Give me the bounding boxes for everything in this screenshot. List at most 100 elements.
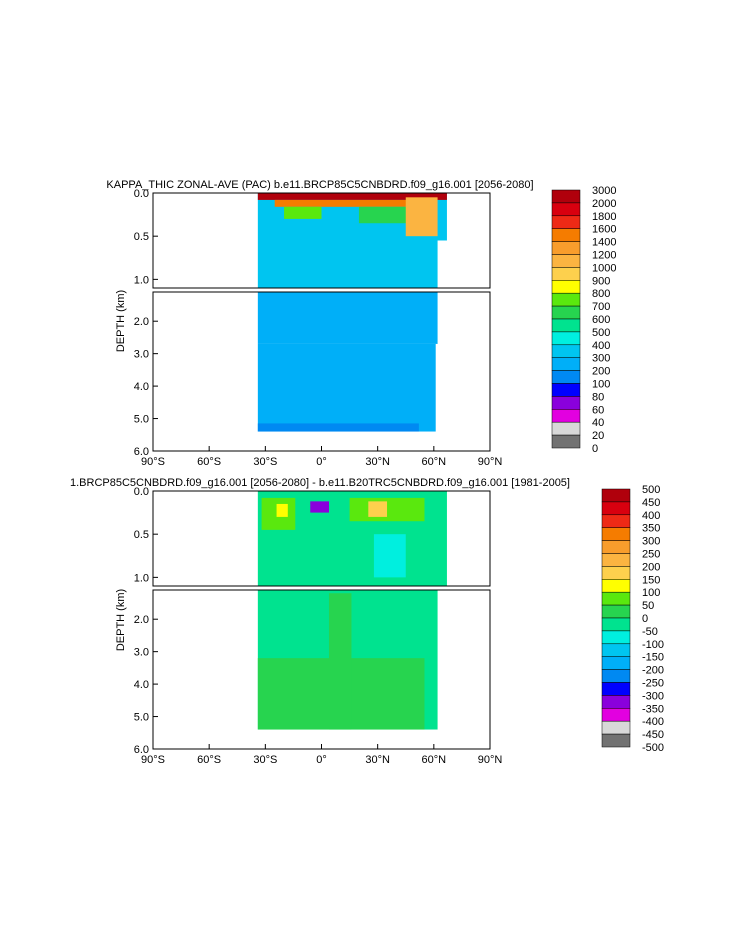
colorbar-label: 2000	[592, 198, 616, 210]
colorbar-label: -450	[642, 729, 664, 741]
panel-1-heatmap	[257, 193, 447, 432]
colorbar-label: 3000	[592, 185, 616, 197]
colorbar-label: 500	[592, 327, 610, 339]
colorbar-label: 400	[592, 340, 610, 352]
colorbar-label: 60	[592, 404, 604, 416]
colorbar-swatch	[551, 305, 581, 320]
x-tick-label: 90°N	[478, 754, 503, 766]
heatmap-cell	[328, 593, 352, 730]
y-tick-label: 6.0	[134, 446, 149, 458]
colorbar-swatch	[551, 215, 581, 229]
x-tick-label: 30°S	[253, 456, 277, 468]
colorbar-label: 900	[592, 275, 610, 287]
panel-2-axes: 90°S 60°S 30°S 0° 30°N 60°N 90°N 0.0 0.5 1.0 2.0 3.…	[134, 486, 503, 766]
y-tick-label: 4.0	[134, 679, 149, 691]
x-tick-label: 30°N	[365, 754, 390, 766]
colorbar-swatch	[551, 280, 581, 294]
y-tick-label: 3.0	[134, 349, 149, 361]
y-tick-label: 5.0	[134, 712, 149, 724]
colorbar-swatch	[551, 228, 581, 242]
x-tick-label: 60°S	[197, 754, 221, 766]
colorbar-label: -150	[642, 652, 664, 664]
colorbar-label: 1600	[592, 224, 616, 236]
x-tick-label: 90°S	[141, 754, 165, 766]
colorbar-swatch	[601, 488, 631, 503]
panel-1-ylabel: DEPTH (km)	[115, 290, 127, 352]
colorbar-swatch	[601, 695, 631, 709]
colorbar-swatch	[551, 292, 581, 307]
colorbar-label: 1000	[592, 262, 616, 274]
colorbar-label: 200	[642, 561, 660, 573]
colorbar-swatch	[551, 267, 581, 281]
heatmap-cell	[257, 292, 438, 344]
colorbar-label: 600	[592, 314, 610, 326]
colorbar-swatch	[551, 421, 581, 436]
y-tick-label: 2.0	[134, 316, 149, 328]
colorbar-label: 500	[642, 484, 660, 496]
panel-2: 1.BRCP85C5CNBDRD.f09_g16.001 [2056-2080]…	[70, 477, 664, 766]
colorbar-swatch	[601, 708, 631, 722]
colorbar-swatch	[601, 669, 631, 683]
colorbar-label: 20	[592, 430, 604, 442]
colorbar-swatch	[551, 254, 581, 268]
colorbar-swatch	[601, 733, 631, 748]
y-tick-label: 2.0	[134, 614, 149, 626]
panel-2-heatmap	[257, 491, 447, 730]
x-tick-label: 0°	[316, 754, 327, 766]
colorbar-swatch	[601, 566, 631, 580]
colorbar-label: -500	[642, 742, 664, 754]
colorbar-swatch	[601, 617, 631, 632]
heatmap-cell	[276, 503, 288, 517]
colorbar-label: -100	[642, 639, 664, 651]
colorbar-swatch	[601, 682, 631, 696]
heatmap-cell	[368, 501, 388, 517]
colorbar-swatch	[551, 409, 581, 423]
heatmap-cell	[284, 206, 322, 219]
y-tick-label: 5.0	[134, 414, 149, 426]
colorbar-label: -300	[642, 690, 664, 702]
colorbar-label: 800	[592, 288, 610, 300]
colorbar-swatch	[551, 318, 581, 333]
colorbar-label: 0	[642, 613, 648, 625]
panel-1-title: KAPPA_THIC ZONAL-AVE (PAC) b.e11.BRCP85C…	[106, 179, 533, 191]
colorbar-label: 300	[642, 536, 660, 548]
colorbar-label: 40	[592, 417, 604, 429]
colorbar-swatch	[551, 241, 581, 255]
colorbar-label: 150	[642, 574, 660, 586]
heatmap-cell	[257, 193, 447, 200]
colorbar-label: -200	[642, 665, 664, 677]
colorbar-label: -50	[642, 626, 658, 638]
colorbar-swatch	[551, 331, 581, 346]
y-tick-label: 0.5	[134, 231, 149, 243]
colorbar-label: 350	[642, 523, 660, 535]
y-tick-label: 0.0	[134, 486, 149, 498]
colorbar-label: 1200	[592, 250, 616, 262]
colorbar-label: 1400	[592, 237, 616, 249]
heatmap-cell	[405, 197, 438, 237]
colorbar-swatch	[601, 540, 631, 554]
colorbar-label: 200	[592, 366, 610, 378]
colorbar-swatch	[601, 501, 631, 516]
x-tick-label: 60°N	[422, 456, 447, 468]
colorbar-label: -350	[642, 703, 664, 715]
colorbar-label: 0	[592, 443, 598, 455]
colorbar-swatch	[601, 720, 631, 735]
colorbar-label: 100	[642, 587, 660, 599]
colorbar-label: 1800	[592, 211, 616, 223]
colorbar-label: 250	[642, 549, 660, 561]
x-tick-label: 30°S	[253, 754, 277, 766]
x-tick-label: 90°S	[141, 456, 165, 468]
colorbar-swatch	[551, 189, 581, 204]
colorbar-swatch	[601, 579, 631, 593]
upper-frame	[152, 192, 491, 289]
colorbar-label: -250	[642, 678, 664, 690]
heatmap-cell	[310, 501, 329, 513]
panel-2-colorbar: 500450400350300250200150100500-50-100-15…	[601, 484, 664, 754]
colorbar-label: 300	[592, 353, 610, 365]
y-tick-label: 6.0	[134, 744, 149, 756]
colorbar-swatch	[551, 344, 581, 358]
colorbar-label: 80	[592, 391, 604, 403]
colorbar-swatch	[601, 643, 631, 657]
colorbar-swatch	[551, 434, 581, 449]
colorbar-swatch	[601, 527, 631, 541]
